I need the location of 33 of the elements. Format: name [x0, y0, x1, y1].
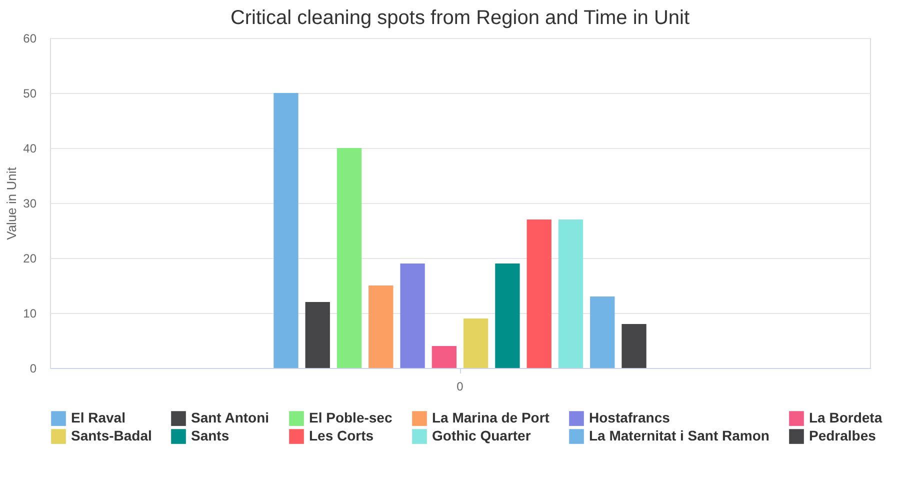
- y-axis-title: Value in Unit: [4, 166, 20, 240]
- bar: [368, 286, 394, 368]
- legend-label: Les Corts: [309, 428, 374, 444]
- y-tick-label: 50: [23, 86, 37, 100]
- legend-label: La Bordeta: [809, 410, 882, 426]
- bar: [590, 296, 615, 368]
- legend-label: La Marina de Port: [432, 410, 550, 426]
- bar: [495, 264, 520, 368]
- y-tick-label: 60: [23, 32, 37, 46]
- legend-label: Sants: [191, 428, 230, 444]
- bar: [526, 220, 552, 368]
- bar: [432, 346, 457, 368]
- legend-label: Sants-Badal: [71, 428, 152, 444]
- legend-label: La Maternitat i Sant Ramon: [589, 428, 770, 444]
- y-tick-label: 30: [23, 196, 37, 210]
- y-tick-label: 40: [23, 142, 37, 156]
- y-tick-label: 20: [23, 252, 37, 266]
- bar: [622, 324, 646, 368]
- bar: [463, 318, 488, 368]
- y-tick-label: 0: [30, 362, 37, 376]
- chart-title: Critical cleaning spots from Region and Time in Unit: [230, 7, 690, 29]
- bar: [400, 264, 425, 368]
- legend-label: Hostafrancs: [589, 410, 670, 426]
- legend-label: El Raval: [71, 410, 126, 426]
- legend-label: Sant Antoni: [191, 410, 270, 426]
- bar: [274, 93, 298, 368]
- legend-label: Pedralbes: [809, 428, 876, 444]
- bar: [305, 302, 330, 368]
- y-tick-label: 10: [23, 306, 37, 320]
- legend-label: Gothic Quarter: [432, 428, 532, 444]
- legend-label: El Poble-sec: [309, 410, 392, 426]
- bar: [558, 220, 584, 368]
- bar: [336, 148, 362, 368]
